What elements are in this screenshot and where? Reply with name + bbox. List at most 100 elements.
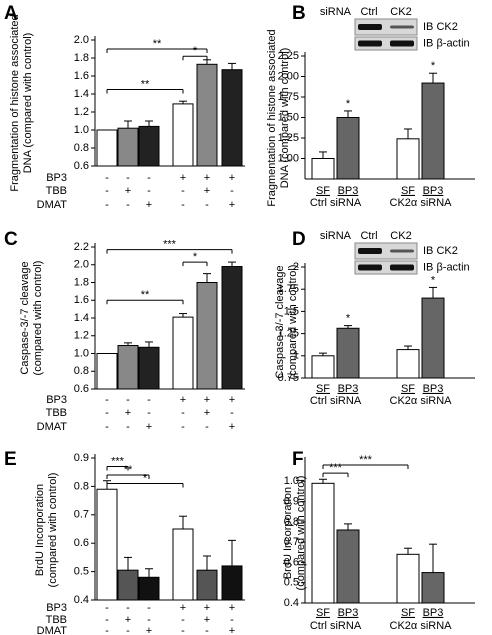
y-tick-label: 2.00: [278, 70, 299, 82]
condition-name: DMAT: [37, 199, 68, 211]
condition-mark: +: [125, 614, 131, 626]
bar: [172, 528, 194, 601]
bracket-label: **: [141, 78, 150, 90]
bar: [96, 488, 118, 601]
group-label: Ctrl siRNA: [310, 197, 362, 209]
y-tick-label: 1.6: [74, 294, 89, 306]
condition-mark: -: [126, 421, 130, 433]
bar: [117, 127, 139, 167]
error-bar: [228, 261, 236, 267]
y-tick-label: 0.9: [284, 495, 299, 507]
error-bar: [319, 478, 327, 484]
y-tick-label: 0.8: [74, 480, 89, 492]
bar: [138, 576, 160, 601]
significance-bracket: [106, 89, 184, 94]
condition-mark: -: [105, 394, 109, 406]
y-tick-label: 0.8: [284, 516, 299, 528]
y-tick-label: 0.5: [74, 566, 89, 578]
x-tick-label: BP3: [338, 607, 359, 619]
blot-band: [390, 264, 414, 271]
condition-mark: -: [230, 614, 234, 626]
x-tick-label: BP3: [423, 607, 444, 619]
condition-mark: +: [229, 421, 235, 433]
bar: [311, 355, 335, 379]
y-tick-label: 1: [293, 350, 299, 362]
condition-name: BP3: [46, 394, 67, 406]
bar: [221, 266, 243, 390]
condition-mark: +: [229, 625, 235, 635]
blot-lane: Ctrl: [360, 230, 377, 242]
x-tick-label: SF: [316, 607, 330, 619]
condition-mark: -: [105, 407, 109, 419]
y-tick-label: 2.25: [278, 50, 299, 62]
blot-band: [390, 25, 414, 29]
condition-mark: +: [125, 185, 131, 197]
y-tick-label: 0.7: [284, 536, 299, 548]
bar: [172, 103, 194, 167]
bar: [117, 569, 139, 601]
condition-name: TBB: [46, 185, 67, 197]
y-axis-label: (compared with control): [32, 261, 44, 376]
condition-mark: -: [181, 614, 185, 626]
condition-mark: -: [105, 421, 109, 433]
x-tick-label: BP3: [423, 383, 444, 395]
condition-mark: +: [229, 394, 235, 406]
error-bar: [203, 555, 211, 571]
condition-mark: +: [146, 199, 152, 211]
y-axis-label: (compared with control): [295, 476, 307, 591]
blot-strip: [354, 242, 418, 260]
significance-star: *: [346, 98, 351, 110]
bar: [396, 349, 420, 379]
y-axis-label: Caspase-3/-7 cleavage: [274, 265, 286, 378]
bracket-label: ***: [163, 239, 177, 251]
bar: [221, 565, 243, 601]
y-tick-label: 0.75: [278, 372, 299, 384]
blot-strip: [354, 18, 418, 36]
condition-name: BP3: [46, 172, 67, 184]
condition-mark: -: [147, 602, 151, 614]
significance-bracket: [106, 299, 184, 305]
significance-bracket: [106, 249, 233, 254]
condition-mark: -: [230, 407, 234, 419]
western-blot: siRNA Ctrl CK2 IB CK2 IB β-actin: [320, 230, 470, 275]
y-axis-label: Fragmentation of histone associated: [9, 14, 21, 191]
y-tick-label: 1.2: [74, 330, 89, 342]
significance-bracket: [182, 261, 208, 267]
panel-label: A: [4, 3, 18, 24]
condition-mark: -: [147, 185, 151, 197]
group-label: CK2α siRNA: [390, 197, 453, 209]
x-tick-label: SF: [316, 383, 330, 395]
y-tick-label: 1.2: [74, 106, 89, 118]
significance-bracket: [322, 472, 349, 478]
error-bar: [179, 100, 187, 104]
error-bar: [429, 72, 437, 84]
bar: [96, 129, 118, 167]
y-tick-label: 1.8: [74, 276, 89, 288]
y-axis-label: (compared with control): [287, 265, 299, 380]
bar: [336, 327, 360, 379]
condition-mark: -: [105, 172, 109, 184]
condition-mark: +: [180, 394, 186, 406]
significance-bracket: [106, 48, 208, 53]
blot-band: [358, 24, 382, 30]
condition-name: BP3: [46, 602, 67, 614]
bar: [336, 117, 360, 180]
condition-mark: +: [204, 185, 210, 197]
error-bar: [124, 120, 132, 129]
condition-mark: -: [105, 614, 109, 626]
error-bar: [319, 151, 327, 159]
condition-mark: +: [146, 625, 152, 635]
bracket-label: ***: [329, 462, 343, 474]
condition-mark: -: [105, 625, 109, 635]
y-tick-label: 0.8: [74, 365, 89, 377]
blot-band: [390, 249, 414, 253]
condition-mark: +: [229, 199, 235, 211]
panel-label: C: [4, 229, 18, 250]
blot-row-label: IB CK2: [423, 245, 458, 257]
condition-mark: -: [126, 172, 130, 184]
condition-mark: +: [204, 407, 210, 419]
chart-panel: E BrdU Incorporation (compared with contro…: [4, 449, 245, 635]
y-tick-label: 1.0: [74, 347, 89, 359]
error-bar: [145, 568, 153, 578]
significance-bracket: [322, 464, 409, 470]
